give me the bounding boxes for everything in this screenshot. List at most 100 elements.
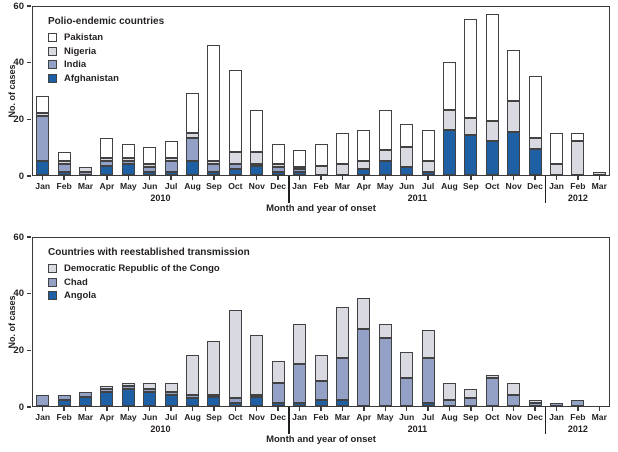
- x-axis-title: Month and year of onset: [266, 203, 376, 214]
- stacked-bar: [207, 340, 221, 406]
- bar-segment-democratic-republic-of-the-congo: [186, 355, 200, 395]
- month-label: Apr: [356, 412, 372, 422]
- bar-segment-angola: [228, 403, 242, 406]
- year-separator-line: [545, 176, 547, 203]
- bar-segment-afghanistan: [507, 132, 521, 175]
- bar-segment-nigeria: [36, 112, 50, 116]
- stacked-bar: [228, 309, 242, 406]
- legend-label: Democratic Republic of the Congo: [64, 263, 220, 274]
- bar-segment-chad: [400, 377, 414, 406]
- bar-segment-india: [164, 160, 178, 173]
- month-label: Sep: [206, 412, 222, 422]
- bar-segment-pakistan: [464, 19, 478, 119]
- legend: Countries with reestablished transmissio…: [48, 247, 250, 304]
- x-tick-mark: [127, 176, 130, 180]
- x-tick-mark: [127, 407, 130, 411]
- bar-segment-afghanistan: [293, 172, 307, 175]
- stacked-bar: [421, 129, 435, 175]
- x-tick-mark: [320, 176, 322, 180]
- bar-segment-democratic-republic-of-the-congo: [143, 383, 157, 389]
- x-tick-mark: [405, 176, 408, 180]
- x-tick-mark: [534, 176, 536, 180]
- bar-segment-nigeria: [464, 118, 478, 136]
- x-tick-mark: [384, 407, 386, 411]
- bar-segment-angola: [314, 400, 328, 406]
- stacked-bar: [79, 391, 93, 406]
- bar-segment-afghanistan: [228, 169, 242, 175]
- bar-segment-chad: [228, 397, 242, 404]
- bar-segment-chad: [36, 394, 50, 406]
- bar-segment-nigeria: [357, 160, 371, 170]
- bar-segment-democratic-republic-of-the-congo: [314, 355, 328, 381]
- legend-swatch-icon: [48, 73, 57, 83]
- bar-segment-pakistan: [121, 143, 135, 158]
- stacked-bar: [207, 44, 221, 175]
- y-tick-label: 40: [13, 57, 24, 69]
- bar-segment-chad: [164, 391, 178, 395]
- stacked-bar: [250, 335, 264, 406]
- month-label: Nov: [248, 181, 265, 191]
- stacked-bar: [143, 383, 157, 406]
- x-tick-mark: [427, 407, 429, 411]
- month-label: Jan: [35, 412, 51, 422]
- legend-label: Angola: [64, 290, 97, 301]
- bar-segment-democratic-republic-of-the-congo: [100, 386, 114, 389]
- bar-segment-pakistan: [186, 92, 200, 133]
- bar-segment-afghanistan: [421, 172, 435, 175]
- x-tick-mark: [384, 176, 386, 180]
- bar-segment-pakistan: [100, 138, 114, 158]
- bar-segment-angola: [421, 403, 435, 406]
- stacked-bar: [57, 394, 71, 406]
- bar-segment-democratic-republic-of-the-congo: [335, 306, 349, 358]
- bar-segment-pakistan: [528, 75, 542, 139]
- bar-segment-afghanistan: [100, 166, 114, 175]
- bar-segment-democratic-republic-of-the-congo: [528, 400, 542, 404]
- x-tick-mark: [256, 176, 258, 180]
- bar-segment-india: [228, 163, 242, 170]
- x-axis-title: Month and year of onset: [266, 434, 376, 445]
- month-label: Feb: [56, 412, 72, 422]
- bar-segment-angola: [57, 400, 71, 406]
- x-tick-mark: [491, 407, 493, 411]
- bar-segment-chad: [378, 337, 392, 406]
- bar-segment-chad: [143, 389, 157, 392]
- stacked-bar: [357, 298, 371, 406]
- bar-segment-chad: [571, 400, 585, 406]
- month-label: Dec: [527, 412, 543, 422]
- bar-segment-democratic-republic-of-the-congo: [421, 329, 435, 358]
- stacked-bar: [100, 386, 114, 406]
- legend-label: India: [64, 59, 87, 70]
- bar-segment-pakistan: [400, 124, 414, 147]
- bar-segment-nigeria: [442, 109, 456, 130]
- bar-segment-nigeria: [271, 163, 285, 167]
- year-label: 2012: [567, 193, 588, 203]
- stacked-bar: [400, 124, 414, 175]
- bar-segment-chad: [293, 363, 307, 404]
- x-tick-mark: [341, 176, 344, 180]
- x-tick-mark: [470, 407, 472, 411]
- bar-segment-nigeria: [186, 132, 200, 139]
- stacked-bar: [79, 166, 93, 175]
- legend-item-afghanistan: Afghanistan: [48, 73, 164, 84]
- bar-segment-nigeria: [378, 149, 392, 161]
- stacked-bar: [164, 383, 178, 406]
- x-tick-mark: [106, 176, 108, 180]
- bar-segment-angola: [100, 391, 114, 406]
- y-tick-mark: [27, 5, 31, 7]
- bar-segment-afghanistan: [143, 172, 157, 175]
- bar-segment-afghanistan: [378, 160, 392, 175]
- bar-segment-nigeria: [121, 158, 135, 161]
- legend-item-nigeria: Nigeria: [48, 46, 164, 57]
- x-tick-mark: [470, 176, 472, 180]
- month-label: Mar: [591, 412, 607, 422]
- y-tick-mark: [27, 349, 31, 352]
- month-label: Sep: [462, 181, 479, 191]
- month-label: Feb: [313, 412, 329, 422]
- bar-segment-india: [207, 163, 221, 173]
- x-tick-mark: [555, 407, 558, 411]
- bar-segment-pakistan: [549, 132, 563, 164]
- year-label: 2010: [150, 193, 171, 203]
- x-tick-mark: [277, 176, 279, 180]
- stacked-bar: [421, 329, 435, 406]
- bar-segment-chad: [549, 403, 563, 406]
